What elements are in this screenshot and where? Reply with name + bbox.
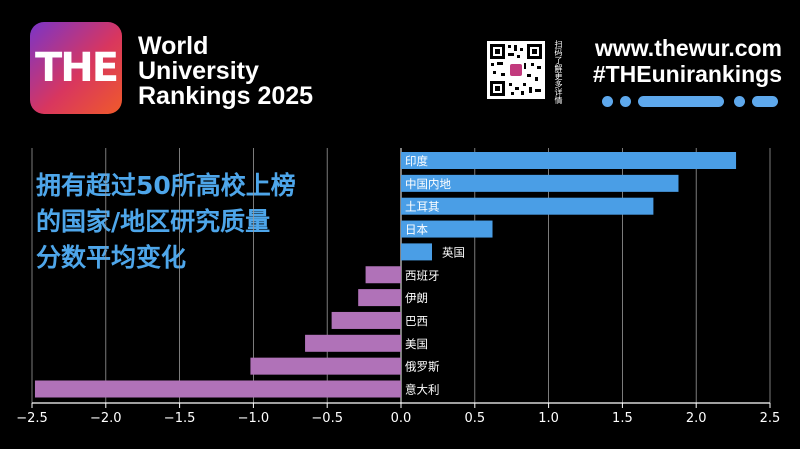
x-tick-label: 2.5 <box>760 411 781 426</box>
headline: 拥有超过50所高校上榜 的国家/地区研究质量 分数平均变化 <box>36 168 356 276</box>
x-tick-label: 1.0 <box>538 411 559 426</box>
hashtag: #THEunirankings <box>592 61 782 87</box>
website-url[interactable]: www.thewur.com <box>594 35 782 61</box>
x-tick-label: 2.0 <box>686 411 707 426</box>
bar-1 <box>401 174 679 192</box>
bar-2 <box>401 197 654 215</box>
bar-4 <box>401 243 432 261</box>
bar-label-0: 印度 <box>405 154 428 168</box>
bar-label-7: 巴西 <box>405 314 428 328</box>
headline-line-1: 拥有超过50所高校上榜 <box>36 171 296 200</box>
bar-label-5: 西班牙 <box>405 268 440 282</box>
bar-9 <box>250 357 401 375</box>
qr-code-image <box>487 41 545 99</box>
x-tick-label: −2.0 <box>90 411 122 426</box>
logo-text: THE <box>34 45 119 91</box>
brand-line-1: World <box>138 32 209 60</box>
qr-caption: 扫码了解更多详情 <box>554 40 563 104</box>
the-logo: THE <box>30 22 122 114</box>
bar-label-9: 俄罗斯 <box>405 360 440 374</box>
bar-0 <box>401 152 737 169</box>
brand-line-3: Rankings 2025 <box>138 82 314 110</box>
x-tick-label: −1.5 <box>164 411 196 426</box>
bar-5 <box>365 266 401 284</box>
bar-label-2: 土耳其 <box>405 200 440 214</box>
bar-label-6: 伊朗 <box>405 291 428 305</box>
bar-7 <box>331 311 401 329</box>
bar-6 <box>358 289 401 307</box>
x-tick-label: −0.5 <box>311 411 343 426</box>
bar-label-4: 英国 <box>442 245 465 259</box>
bar-label-1: 中国内地 <box>405 177 451 191</box>
bar-label-10: 意大利 <box>405 383 440 397</box>
x-tick-label: 0.5 <box>464 411 485 426</box>
headline-line-3: 分数平均变化 <box>36 243 187 272</box>
x-tick-label: 0.0 <box>391 411 412 426</box>
decorative-pills <box>600 96 780 108</box>
x-tick-label: −2.5 <box>16 411 48 426</box>
bar-label-3: 日本 <box>405 223 428 237</box>
headline-line-2: 的国家/地区研究质量 <box>36 207 271 236</box>
x-tick-label: −1.0 <box>238 411 270 426</box>
brand-name: World University Rankings 2025 <box>138 34 358 109</box>
bar-label-8: 美国 <box>405 337 428 351</box>
bar-10 <box>34 380 402 398</box>
x-tick-label: 1.5 <box>612 411 633 426</box>
brand-line-2: University <box>138 57 259 85</box>
bar-3 <box>401 220 493 238</box>
bar-8 <box>305 334 401 352</box>
